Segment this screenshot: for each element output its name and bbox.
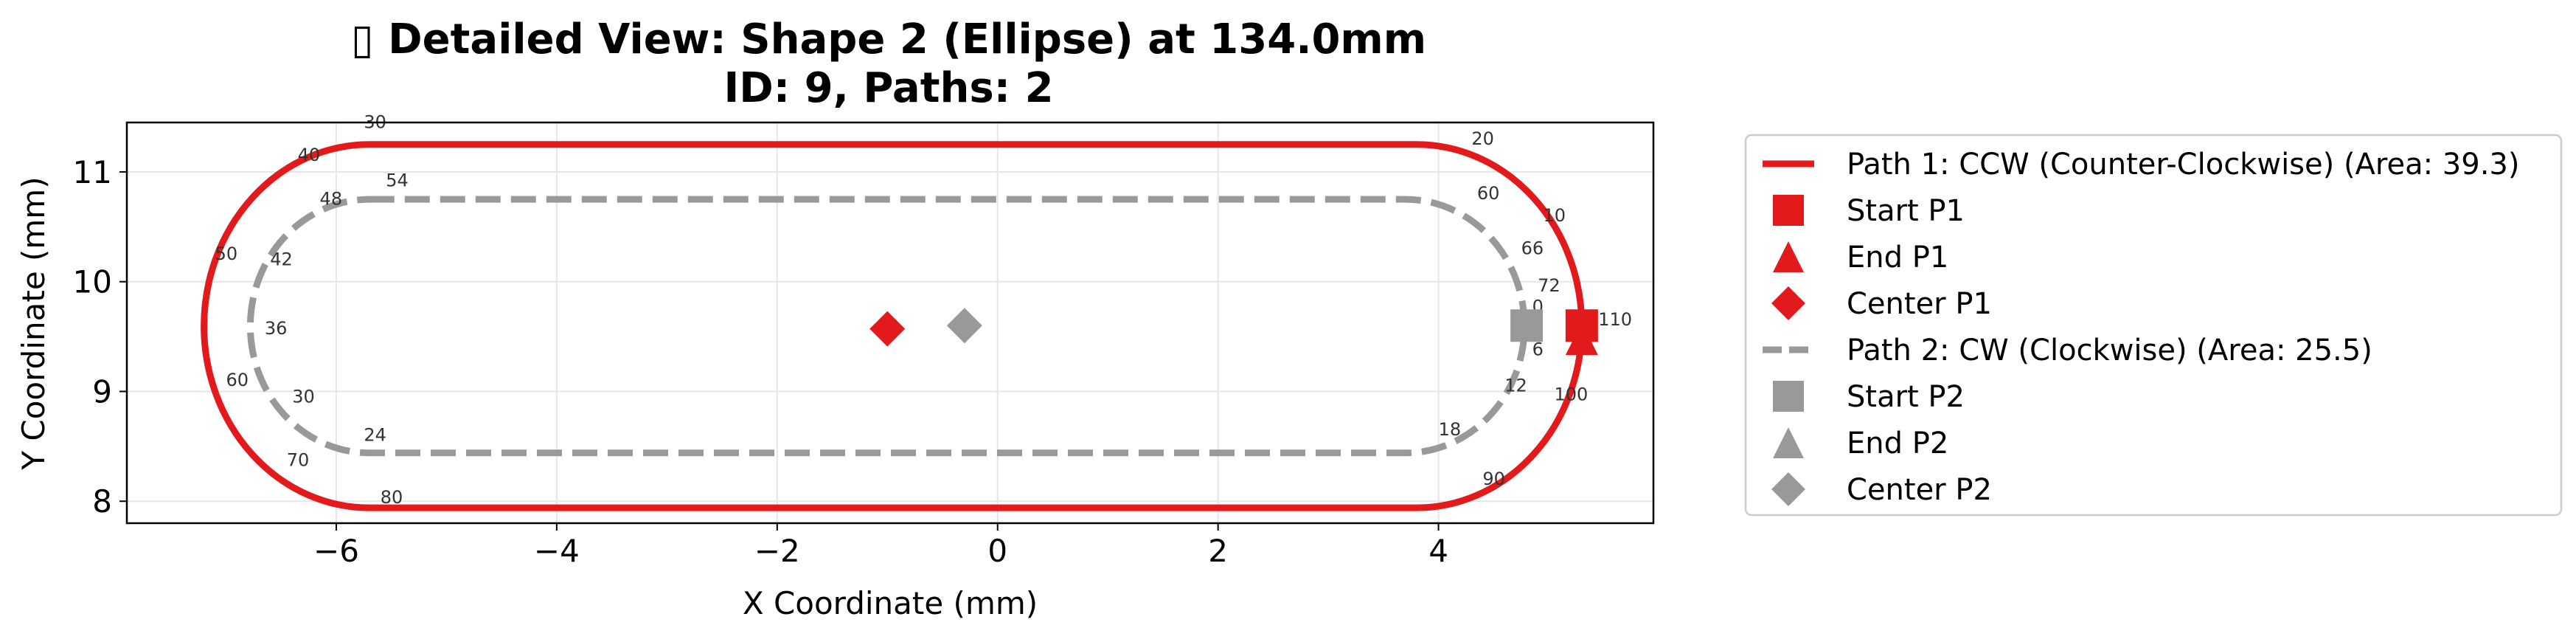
point-label: 30 — [292, 386, 315, 407]
x-tick-label: −4 — [534, 533, 580, 569]
point-label: 50 — [215, 244, 238, 264]
legend-triangle-2 — [1773, 241, 1804, 272]
legend-label: Path 2: CW (Clockwise) (Area: 25.5) — [1847, 334, 2372, 367]
end-p1-marker — [1565, 322, 1598, 356]
legend-label: Center P2 — [1847, 473, 1992, 507]
legend-diamond-7 — [1771, 472, 1805, 506]
point-label: 36 — [265, 318, 288, 339]
point-label: 12 — [1504, 375, 1527, 396]
y-tick-label: 8 — [92, 483, 112, 520]
legend-label: Start P2 — [1847, 380, 1965, 414]
end-p2-marker — [1512, 311, 1542, 341]
x-axis-label: X Coordinate (mm) — [743, 585, 1038, 621]
markers — [869, 308, 1598, 356]
point-label: 40 — [298, 145, 321, 165]
x-tick-label: −2 — [754, 533, 800, 569]
chart-title-line1: ▯ Detailed View: Shape 2 (Ellipse) at 13… — [351, 15, 1426, 63]
point-label: 42 — [270, 249, 293, 269]
center-p2-marker — [946, 308, 982, 344]
legend-label: Center P1 — [1847, 287, 1992, 321]
legend-label: End P1 — [1847, 241, 1948, 275]
x-tick-label: −6 — [313, 533, 359, 569]
series-layer — [201, 141, 1586, 511]
x-tick-label: 0 — [987, 533, 1007, 569]
y-axis-ticks: 8 9 10 11 — [73, 154, 127, 520]
y-tick-label: 11 — [73, 154, 112, 190]
legend: Path 1: CCW (Counter-Clockwise) (Area: 3… — [1744, 134, 2563, 517]
grid — [127, 122, 1653, 523]
legend-label: Path 1: CCW (Counter-Clockwise) (Area: 3… — [1847, 148, 2519, 182]
point-label: 10 — [1544, 205, 1566, 226]
y-tick-label: 10 — [73, 264, 112, 300]
point-label: 110 — [1598, 309, 1632, 330]
point-label: 66 — [1521, 238, 1544, 259]
point-label: 60 — [226, 370, 249, 390]
legend-square-1 — [1773, 195, 1804, 226]
legend-label: End P2 — [1847, 427, 1948, 460]
y-tick-label: 9 — [92, 373, 112, 410]
x-tick-label: 4 — [1428, 533, 1448, 569]
chart-title-line2: ID: 9, Paths: 2 — [723, 64, 1053, 112]
point-label: 24 — [364, 424, 386, 445]
path1-line — [201, 141, 1586, 511]
point-label: 100 — [1554, 384, 1588, 404]
point-label: 72 — [1538, 275, 1560, 296]
legend-label: Start P1 — [1847, 194, 1965, 228]
plot-frame — [125, 121, 1655, 525]
point-label: 54 — [386, 170, 409, 190]
point-label: 90 — [1482, 469, 1505, 489]
legend-diamond-3 — [1771, 286, 1805, 320]
path2-line — [246, 196, 1528, 457]
legend-square-5 — [1773, 381, 1804, 412]
center-p1-marker — [869, 311, 906, 347]
point-label: 20 — [1471, 128, 1494, 149]
x-tick-label: 2 — [1208, 533, 1228, 569]
point-label: 60 — [1477, 183, 1500, 204]
point-label: 6 — [1532, 339, 1544, 359]
y-axis-label: Y Coordinate (mm) — [15, 176, 52, 470]
x-axis-ticks: −6 −4 −2 0 2 4 — [313, 523, 1448, 569]
point-label: 48 — [320, 189, 343, 210]
legend-triangle-6 — [1773, 427, 1804, 458]
legend-box — [1744, 134, 2563, 517]
point-label: 80 — [381, 487, 403, 508]
point-label: 70 — [287, 450, 310, 471]
point-label: 18 — [1439, 419, 1462, 440]
